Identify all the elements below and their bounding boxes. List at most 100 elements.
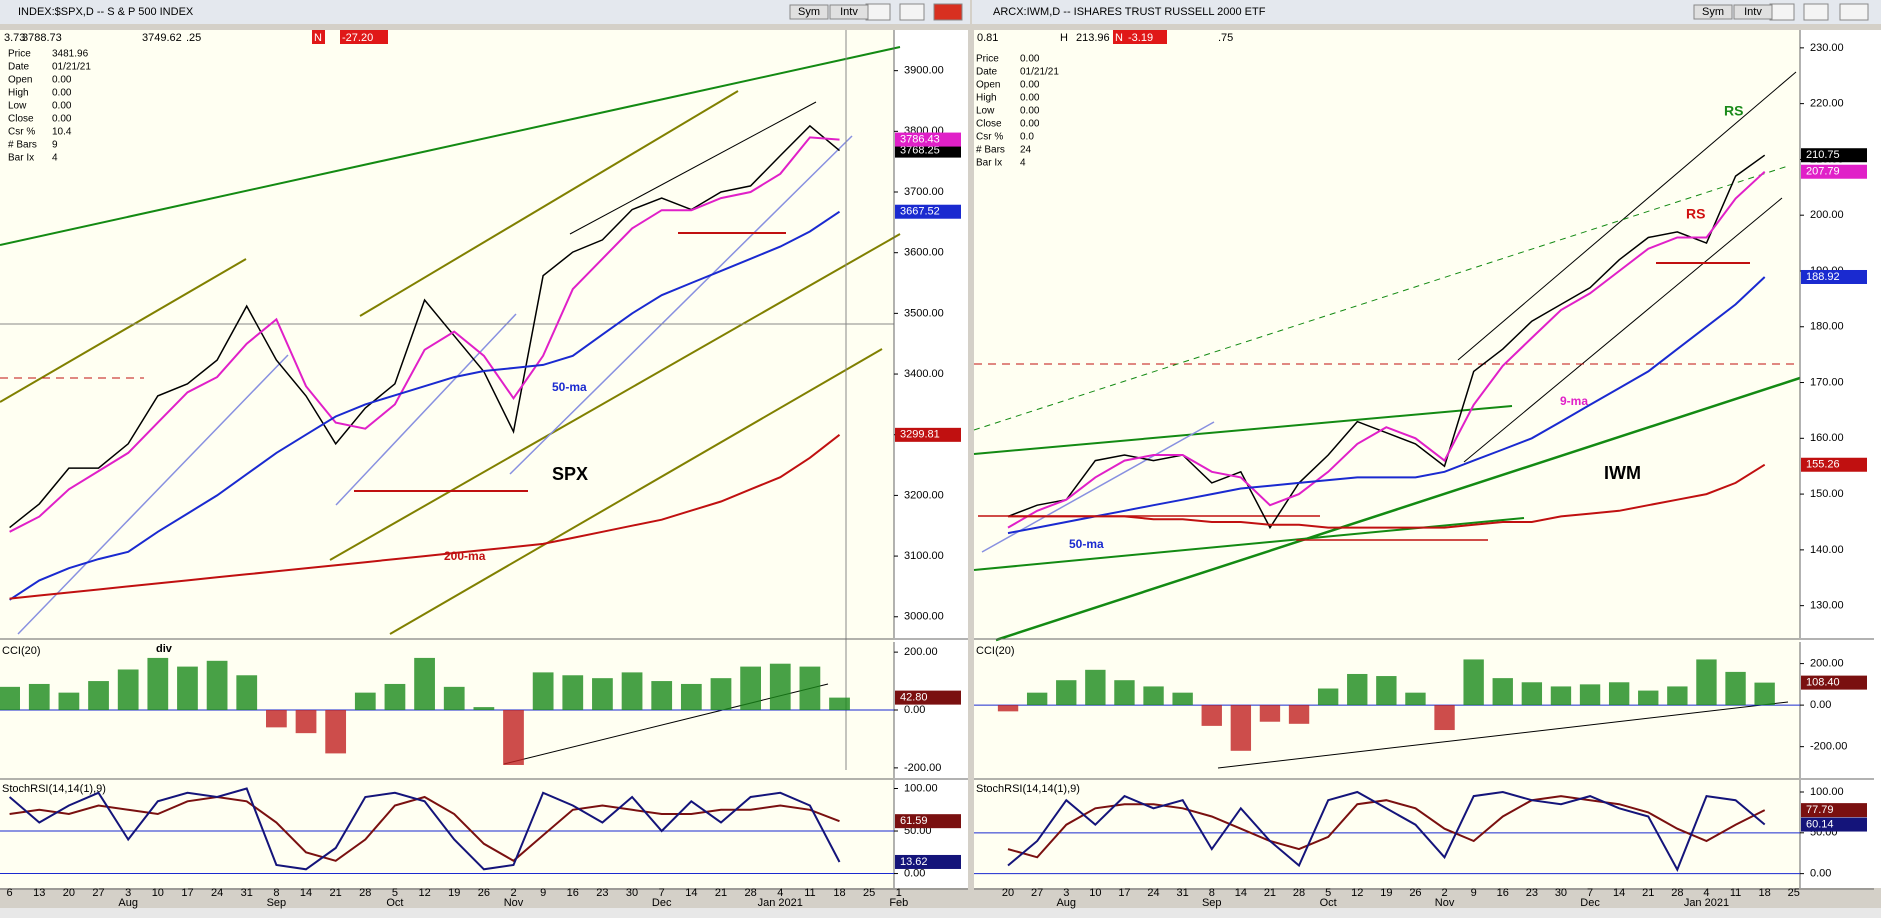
annotation: RS [1686, 206, 1705, 222]
series-line [1007, 276, 1766, 535]
info-label: Csr % [8, 127, 35, 138]
y-tick-label: 3200.00 [904, 489, 944, 501]
minimize-button[interactable] [1769, 3, 1795, 21]
month-label: Nov [504, 897, 524, 909]
info-label: # Bars [976, 145, 1005, 156]
info-value: 3481.96 [52, 49, 89, 60]
toolbar-field [1126, 30, 1167, 44]
scrollbar[interactable] [0, 908, 1881, 918]
y-tick-label: 3900.00 [904, 65, 944, 77]
window-title: INDEX:$SPX,D -- S & P 500 INDEX [18, 6, 194, 18]
x-tick-label: 31 [241, 887, 253, 899]
info-label: High [976, 93, 997, 104]
value-badge [1801, 164, 1867, 179]
cci-bar [177, 666, 198, 710]
toolbar-button[interactable] [1733, 4, 1773, 20]
cci-bar [621, 672, 643, 710]
value-badge-label: 13.62 [900, 856, 928, 868]
info-value: 0.00 [1020, 54, 1040, 65]
annotation: 9-ma [1560, 394, 1588, 408]
info-value: 0.00 [52, 88, 72, 99]
restore-button[interactable] [899, 3, 925, 21]
x-tick-label: 27 [92, 887, 104, 899]
value-badge-label: 108.40 [1806, 677, 1840, 689]
info-label: # Bars [8, 140, 37, 151]
cci-bar [206, 660, 228, 710]
x-tick-label: 2 [1441, 887, 1447, 899]
toolbar-button[interactable] [829, 4, 869, 20]
y-tick-label: 0.00 [1810, 868, 1831, 880]
x-tick-label: 9 [1471, 887, 1477, 899]
close-button[interactable] [933, 3, 963, 21]
info-label: Open [976, 80, 1000, 91]
month-label: Feb [889, 897, 908, 909]
x-tick-label: 25 [1788, 887, 1800, 899]
cci-bar [1376, 676, 1397, 706]
cci-bar [680, 683, 702, 710]
cci-bar [325, 710, 347, 754]
x-tick-label: 13 [33, 887, 45, 899]
info-label: Close [8, 114, 34, 125]
toolbar-button[interactable] [1693, 4, 1733, 20]
x-tick-label: 18 [1759, 887, 1771, 899]
info-label: Csr % [976, 132, 1003, 143]
info-label: Bar Ix [8, 153, 34, 164]
toolbar-value: .25 [186, 32, 201, 44]
cci-bar [1608, 682, 1630, 706]
cci-bar [28, 683, 50, 710]
series-line [8, 787, 841, 871]
close-button[interactable] [1839, 3, 1869, 21]
cci-bar [740, 666, 761, 710]
trend-line [17, 354, 289, 635]
x-tick-label: 16 [567, 887, 579, 899]
value-badge-label: 61.59 [900, 815, 928, 827]
cci-bar [1434, 705, 1455, 731]
y-tick-label: -200.00 [904, 762, 941, 774]
cci-bar [354, 692, 376, 710]
toolbar-button[interactable] [789, 4, 829, 20]
trend-line [0, 258, 247, 403]
value-badge [895, 690, 961, 705]
x-tick-label: 26 [1409, 887, 1421, 899]
minimize-button[interactable] [865, 3, 891, 21]
x-tick-label: 28 [1671, 887, 1683, 899]
value-badge [895, 814, 961, 829]
cci-bar [1521, 682, 1543, 706]
toolbar-value: -27.20 [342, 32, 373, 44]
cci-bar [592, 678, 613, 710]
month-label: Aug [118, 897, 138, 909]
info-value: 0.0 [1020, 132, 1034, 143]
cci-bar [414, 657, 435, 710]
month-label: Sep [267, 897, 287, 909]
y-tick-label: 3600.00 [904, 247, 944, 259]
cci-bar [997, 705, 1019, 712]
y-tick-label: 230.00 [1810, 42, 1844, 54]
x-tick-label: 12 [1351, 887, 1363, 899]
cci-bar [532, 672, 554, 710]
info-value: 0.00 [1020, 119, 1040, 130]
info-label: High [8, 88, 29, 99]
series-line [9, 210, 841, 601]
y-tick-label: 140.00 [1810, 544, 1844, 556]
info-value: 9 [52, 140, 58, 151]
cci-bar [88, 681, 109, 710]
info-label: Bar Ix [976, 158, 1002, 169]
cci-bar [295, 710, 317, 734]
toolbar-value: H [1060, 32, 1068, 44]
x-tick-label: 25 [863, 887, 875, 899]
trend-line [389, 348, 883, 635]
button-label: Intv [840, 6, 858, 18]
window-controls [865, 3, 1869, 21]
series-line [1008, 463, 1766, 529]
toolbar-value: 3788.73 [22, 32, 62, 44]
toolbar-field [340, 30, 388, 44]
x-tick-label: 26 [478, 887, 490, 899]
window-title: ARCX:IWM,D -- ISHARES TRUST RUSSELL 2000… [993, 6, 1266, 18]
series-line [1007, 154, 1766, 530]
x-tick-label: 3 [1063, 887, 1069, 899]
restore-button[interactable] [1803, 3, 1829, 21]
x-tick-label: 3 [125, 887, 131, 899]
value-badge [895, 132, 961, 147]
x-tick-label: 7 [659, 887, 665, 899]
cci-bar [1725, 671, 1746, 706]
